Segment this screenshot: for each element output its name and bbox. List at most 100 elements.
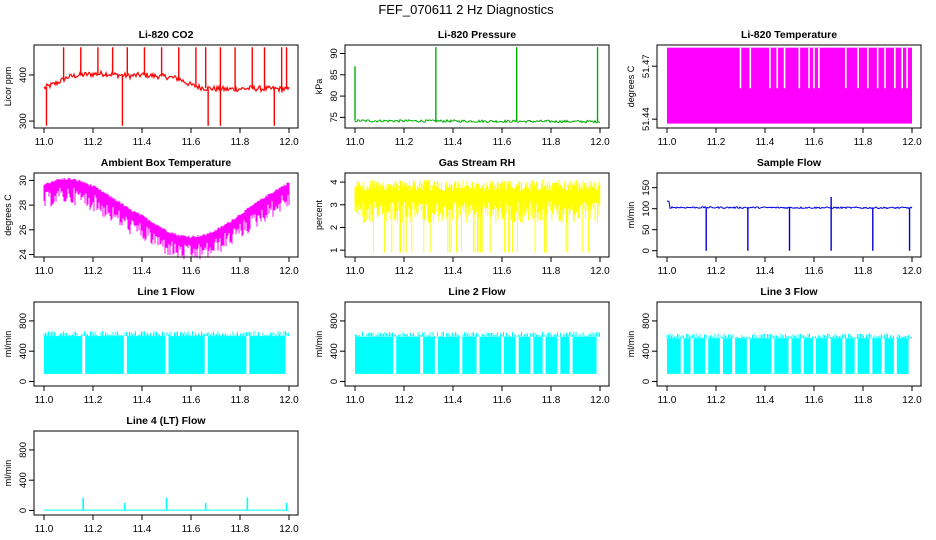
x-tick-label: 11.0 — [346, 137, 365, 148]
x-tick-label: 11.8 — [854, 137, 873, 148]
x-tick-label: 11.6 — [493, 266, 512, 277]
series-spikes — [82, 497, 288, 511]
y-tick-label: 0 — [18, 508, 29, 513]
panel-title: Li-820 Pressure — [438, 29, 516, 41]
chart-panels: Li-820 CO2 Licor ppm 11.0 11.2 11.4 11.6 11.8 1… — [3, 29, 922, 535]
y-tick-label: 26 — [18, 225, 29, 236]
chart-panel-8: Line 2 Flow ml/min 11.0 11.2 11.4 11.6 11.8 12.… — [314, 286, 610, 406]
flow-band — [437, 336, 460, 374]
y-tick-label: 0 — [18, 379, 29, 384]
y-axis-label: ml/min — [3, 331, 13, 358]
flow-band — [683, 338, 691, 374]
y-tick-label: 800 — [18, 313, 29, 329]
flow-band — [830, 338, 843, 374]
x-tick-label: 11.6 — [493, 395, 512, 406]
x-tick-label: 11.8 — [854, 266, 873, 277]
flow-band — [735, 338, 747, 374]
chart-panel-4: Ambient Box Temperature degrees C 11.0 11.2… — [3, 157, 299, 277]
flow-band — [774, 338, 789, 374]
flow-noise — [43, 331, 289, 337]
y-tick-label: 90 — [329, 48, 340, 59]
y-tick-label: 24 — [18, 249, 29, 260]
x-tick-label: 11.4 — [133, 137, 152, 148]
x-tick-label: 11.0 — [658, 395, 677, 406]
x-tick-label: 11.4 — [133, 524, 152, 535]
series-line — [43, 69, 290, 94]
flow-noise — [666, 333, 912, 339]
y-tick-label: 300 — [18, 113, 29, 129]
x-tick-label: 11.0 — [346, 266, 365, 277]
flow-band — [722, 338, 733, 374]
x-tick-label: 11.2 — [707, 395, 726, 406]
x-tick-label: 11.6 — [182, 266, 201, 277]
flow-band — [462, 336, 477, 374]
y-axis-label: ml/min — [3, 460, 13, 487]
x-tick-label: 11.6 — [493, 137, 512, 148]
flow-band — [504, 336, 516, 374]
y-tick-label: 800 — [329, 313, 340, 329]
temperature-band — [667, 47, 912, 124]
plot-frame — [656, 44, 922, 129]
flow-band — [126, 336, 166, 374]
y-tick-label: 150 — [641, 180, 652, 196]
x-tick-label: 11.8 — [542, 137, 561, 148]
x-tick-label: 11.0 — [35, 266, 54, 277]
series-spikes — [62, 47, 288, 90]
flow-band — [791, 338, 801, 374]
x-tick-label: 11.0 — [35, 137, 54, 148]
x-tick-label: 11.4 — [133, 266, 152, 277]
panel-title: Line 4 (LT) Flow — [126, 415, 206, 427]
x-tick-label: 11.8 — [231, 137, 250, 148]
x-tick-label: 11.4 — [133, 395, 152, 406]
x-tick-label: 11.2 — [395, 395, 414, 406]
plot-frame — [344, 301, 610, 387]
y-tick-label: 400 — [18, 67, 29, 83]
flow-band — [845, 338, 855, 374]
x-tick-label: 11.6 — [805, 395, 824, 406]
figure-title: FEF_070611 2 Hz Diagnostics — [378, 2, 554, 17]
plot-frame — [33, 301, 299, 387]
flow-band — [693, 338, 706, 374]
x-tick-label: 11.0 — [346, 395, 365, 406]
x-tick-label: 11.8 — [542, 266, 561, 277]
y-tick-label: 0 — [329, 379, 340, 384]
plot-area — [354, 47, 601, 124]
plot-frame — [344, 172, 610, 258]
chart-panel-5: Gas Stream RH percent 11.0 11.2 11.4 11.6 11.8… — [314, 157, 610, 277]
chart-panel-6: Sample Flow ml/min 11.0 11.2 11.4 11.6 11.8 12.… — [626, 157, 922, 277]
chart-panel-9: Line 3 Flow ml/min 11.0 11.2 11.4 11.6 11.8 12.… — [626, 286, 922, 406]
x-tick-label: 11.4 — [444, 266, 463, 277]
flow-band — [479, 336, 501, 374]
flow-band — [749, 338, 772, 374]
series-line — [666, 200, 913, 210]
plot-area — [667, 47, 912, 124]
flow-band — [355, 336, 394, 374]
x-tick-label: 12.0 — [279, 395, 299, 406]
y-tick-label: 1 — [329, 248, 340, 253]
flow-band — [857, 338, 870, 374]
x-tick-label: 11.8 — [231, 266, 250, 277]
plot-frame — [33, 44, 299, 129]
panel-title: Li-820 Temperature — [741, 29, 837, 41]
y-axis-label: ml/min — [626, 331, 636, 358]
plot-frame — [344, 44, 610, 129]
x-tick-label: 11.6 — [182, 524, 201, 535]
chart-panel-1: Li-820 CO2 Licor ppm 11.0 11.2 11.4 11.6 11.8 1… — [3, 29, 299, 148]
flow-band — [168, 336, 205, 374]
flow-band — [803, 338, 813, 374]
flow-band — [545, 336, 558, 374]
x-tick-label: 11.2 — [84, 524, 103, 535]
y-axis-label: ml/min — [626, 202, 636, 229]
x-tick-label: 12.0 — [590, 395, 610, 406]
plot-frame — [33, 172, 299, 258]
y-tick-label: 51.44 — [641, 107, 652, 131]
plot-area — [43, 47, 290, 126]
series-dips — [45, 75, 275, 126]
x-tick-label: 12.0 — [279, 137, 299, 148]
x-tick-label: 11.8 — [854, 395, 873, 406]
y-axis-label: degrees C — [3, 194, 13, 236]
y-tick-label: 0 — [641, 248, 652, 253]
x-tick-label: 11.0 — [658, 266, 677, 277]
x-tick-label: 11.4 — [444, 137, 463, 148]
rh-trace — [354, 179, 601, 253]
